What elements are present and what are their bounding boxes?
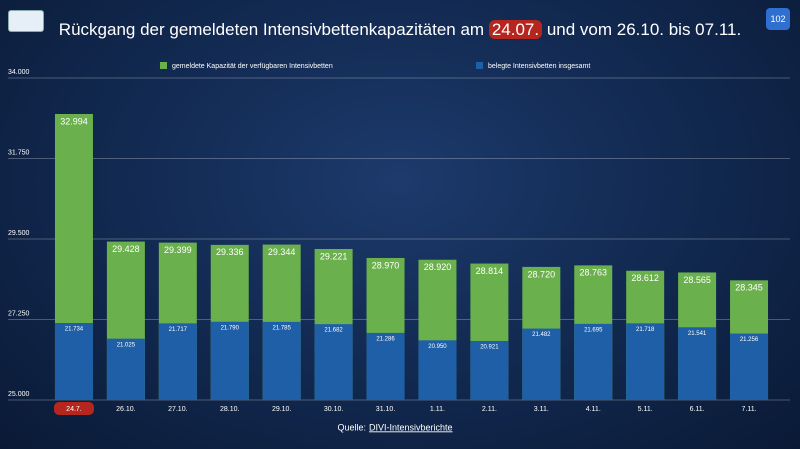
bar [678, 327, 717, 400]
bar [418, 340, 457, 400]
y-tick-label: 27.250 [8, 310, 30, 317]
value-label: 21.541 [688, 331, 707, 337]
value-label: 21.695 [584, 327, 603, 333]
title-part: Rückgang der gemeldeten Intensivbettenka… [58, 20, 485, 39]
value-label: 21.256 [740, 337, 759, 343]
legend-swatch [160, 62, 167, 69]
value-label: 29.428 [112, 244, 140, 254]
y-tick-label: 25.000 [8, 391, 30, 398]
title-highlight: 24.07. [488, 20, 543, 39]
x-tick-label: 26.10. [116, 406, 136, 413]
category-highlight [53, 402, 94, 415]
value-label: 28.814 [476, 266, 504, 276]
x-tick-label: 29.10. [272, 406, 292, 413]
legend-label: gemeldete Kapazität der verfügbaren Inte… [172, 63, 333, 70]
legend-swatch [476, 62, 483, 69]
x-tick-label: 4.11. [586, 406, 601, 413]
x-tick-label: 1.11. [430, 406, 445, 413]
x-tick-label: 28.10. [220, 406, 240, 413]
x-tick-label: 30.10. [324, 406, 344, 413]
x-tick-label: 24.7. [66, 406, 82, 413]
bar [314, 324, 353, 400]
bar [470, 340, 509, 400]
value-label: 21.682 [324, 328, 343, 334]
x-tick-label: 6.11. [690, 406, 705, 413]
source-link[interactable]: DIVI-Intensivberichte [369, 422, 453, 432]
value-label: 29.336 [216, 247, 244, 257]
value-label: 29.399 [164, 245, 192, 255]
value-label: 21.717 [169, 327, 188, 333]
y-tick-label: 34.000 [8, 69, 30, 76]
x-tick-label: 7.11. [742, 406, 757, 413]
value-label: 28.612 [631, 273, 659, 283]
bar [522, 328, 561, 400]
value-label: 28.920 [424, 262, 452, 272]
value-label: 21.286 [376, 336, 395, 342]
bar [210, 321, 249, 400]
value-label: 21.734 [65, 327, 84, 333]
logo [8, 10, 44, 32]
value-label: 21.482 [532, 332, 551, 338]
bar [262, 321, 301, 400]
x-tick-label: 27.10. [168, 406, 188, 413]
y-tick-label: 31.750 [8, 149, 30, 156]
value-label: 20.950 [428, 344, 447, 350]
value-label: 29.221 [320, 251, 348, 261]
bar [574, 323, 613, 400]
value-label: 21.718 [636, 327, 655, 333]
x-tick-label: 2.11. [482, 406, 497, 413]
bar [106, 338, 145, 400]
x-tick-label: 5.11. [638, 406, 653, 413]
x-tick-label: 3.11. [534, 406, 549, 413]
value-label: 28.720 [528, 269, 556, 279]
page-number: 102 [766, 8, 790, 30]
bar [626, 323, 665, 400]
value-label: 28.345 [735, 283, 763, 293]
value-label: 29.344 [268, 247, 296, 257]
title-part: und vom 26.10. bis 07.11. [546, 20, 742, 39]
bar [730, 333, 769, 400]
value-label: 21.025 [117, 342, 136, 348]
bar [366, 332, 405, 400]
bar [54, 323, 93, 400]
value-label: 20.921 [480, 345, 499, 351]
value-label: 21.790 [221, 325, 240, 331]
x-tick-label: 31.10. [376, 406, 396, 413]
value-label: 21.785 [272, 325, 291, 331]
legend-label: belegte Intensivbetten insgesamt [488, 63, 590, 70]
y-tick-label: 29.500 [8, 230, 30, 237]
source-label: Quelle: [337, 422, 366, 432]
value-label: 28.565 [683, 275, 711, 285]
value-label: 32.994 [60, 116, 88, 126]
value-label: 28.970 [372, 260, 400, 270]
chart-title: Rückgang der gemeldeten Intensivbettenka… [0, 20, 800, 40]
value-label: 28.763 [579, 268, 607, 278]
bar [158, 323, 197, 400]
